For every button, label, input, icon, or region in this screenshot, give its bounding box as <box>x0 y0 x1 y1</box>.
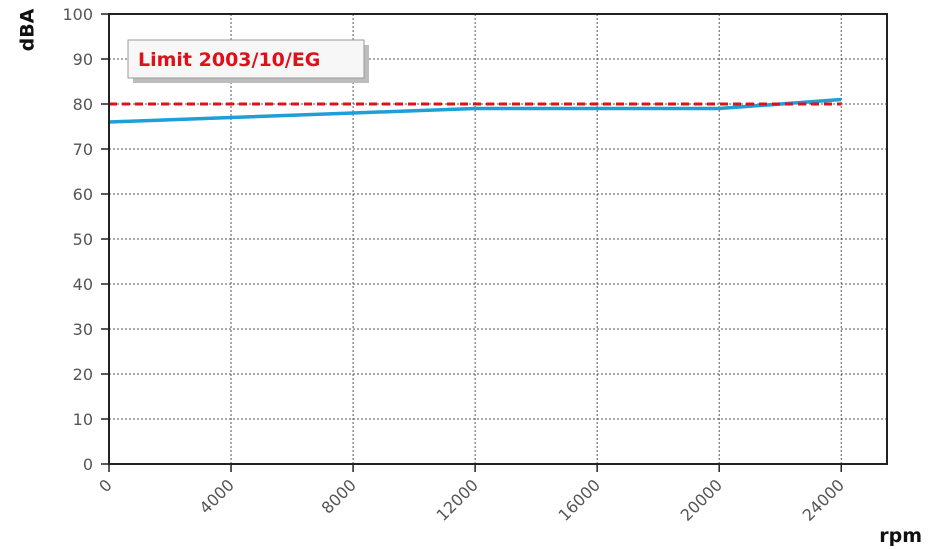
y-tick-label-60: 60 <box>73 185 93 204</box>
x-tick-label-16000: 16000 <box>555 475 604 524</box>
legend-label-limit: Limit 2003/10/EG <box>138 49 320 71</box>
x-tick-label-4000: 4000 <box>196 475 238 517</box>
x-tick-label-8000: 8000 <box>318 475 360 517</box>
y-tick-label-70: 70 <box>73 140 93 159</box>
y-tick-label-50: 50 <box>73 230 93 249</box>
y-tick-label-90: 90 <box>73 50 93 69</box>
y-tick-label-0: 0 <box>83 455 93 474</box>
x-tick-labels: 0 4000 8000 12000 16000 20000 24000 <box>95 475 848 524</box>
y-tick-label-20: 20 <box>73 365 93 384</box>
grid-lines <box>109 14 887 464</box>
x-tick-label-20000: 20000 <box>677 475 726 524</box>
legend-box <box>127 39 365 79</box>
y-tick-label-40: 40 <box>73 275 93 294</box>
series-lines <box>108 97 842 124</box>
y-axis-title: dBA <box>17 8 39 51</box>
x-axis-title: rpm <box>879 525 922 547</box>
y-tick-labels: 0 10 20 30 40 50 60 70 80 90 100 <box>62 5 93 474</box>
x-tick-label-24000: 24000 <box>799 475 848 524</box>
x-tick-label-0: 0 <box>95 475 116 496</box>
y-tick-label-100: 100 <box>62 5 93 24</box>
plot-area-frame <box>108 13 888 465</box>
noise-level-line <box>108 97 842 124</box>
legend: Limit 2003/10/EG <box>127 39 369 83</box>
y-tick-label-80: 80 <box>73 95 93 114</box>
y-tick-label-10: 10 <box>73 410 93 429</box>
x-tick-label-12000: 12000 <box>433 475 482 524</box>
tick-marks <box>101 13 842 472</box>
y-tick-label-30: 30 <box>73 320 93 339</box>
